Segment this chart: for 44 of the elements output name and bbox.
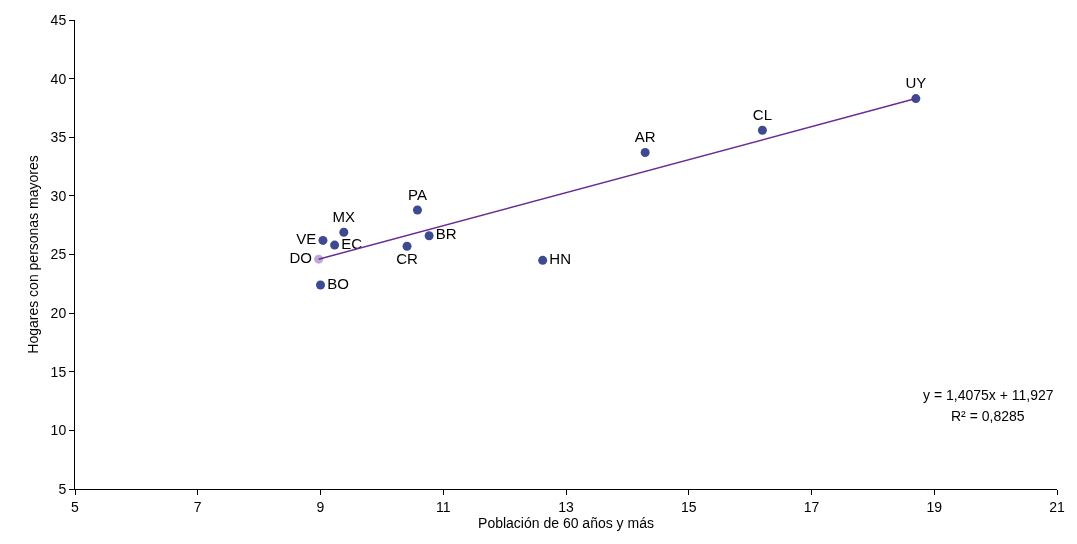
point xyxy=(538,255,548,265)
point xyxy=(318,235,328,245)
data-label: BO xyxy=(327,274,349,292)
y-tick-label: 40 xyxy=(50,70,67,87)
y-tick-label: 30 xyxy=(50,187,67,204)
data-label: BR xyxy=(435,225,457,243)
point xyxy=(640,147,650,157)
x-tick-label: 9 xyxy=(316,498,325,515)
y-axis-title: Hogares con personas mayores xyxy=(25,155,42,354)
x-tick-label: 11 xyxy=(435,498,451,515)
point xyxy=(757,125,767,135)
x-tick-label: 5 xyxy=(71,498,80,515)
x-tick-label: 13 xyxy=(558,498,574,515)
point xyxy=(402,241,412,251)
x-tick-label: 7 xyxy=(193,498,202,515)
y-tick-label: 45 xyxy=(50,11,67,28)
data-label: CR xyxy=(396,250,419,268)
y-tick-label: 25 xyxy=(50,246,67,263)
data-label: UY xyxy=(905,74,927,92)
point xyxy=(412,205,422,215)
x-tick-label: 21 xyxy=(1049,498,1065,515)
data-label: AR xyxy=(634,128,656,146)
y-tick-label: 20 xyxy=(50,305,67,322)
data-label: HN xyxy=(549,250,571,268)
x-tick-label: 17 xyxy=(803,498,820,515)
data-label: EC xyxy=(341,234,363,252)
y-tick-label: 10 xyxy=(50,422,67,439)
annotation: y = 1,4075x + 11,927 xyxy=(923,387,1054,403)
annotation: R² = 0,8285 xyxy=(951,408,1025,424)
data-label: CL xyxy=(752,105,772,123)
x-tick-label: 19 xyxy=(926,498,943,515)
y-tick-label: 15 xyxy=(50,363,67,380)
data-label: VE xyxy=(296,230,317,248)
point xyxy=(316,280,325,290)
point xyxy=(339,227,349,237)
point xyxy=(330,240,340,250)
point xyxy=(424,231,434,241)
data-label: DO xyxy=(289,248,313,266)
y-tick-label: 5 xyxy=(58,480,67,497)
data-label: PA xyxy=(408,185,427,203)
data-label: MX xyxy=(332,207,356,225)
y-tick-label: 35 xyxy=(50,129,67,146)
x-tick-label: 15 xyxy=(680,498,697,515)
x-axis-title: Población de 60 años y más xyxy=(478,514,654,531)
